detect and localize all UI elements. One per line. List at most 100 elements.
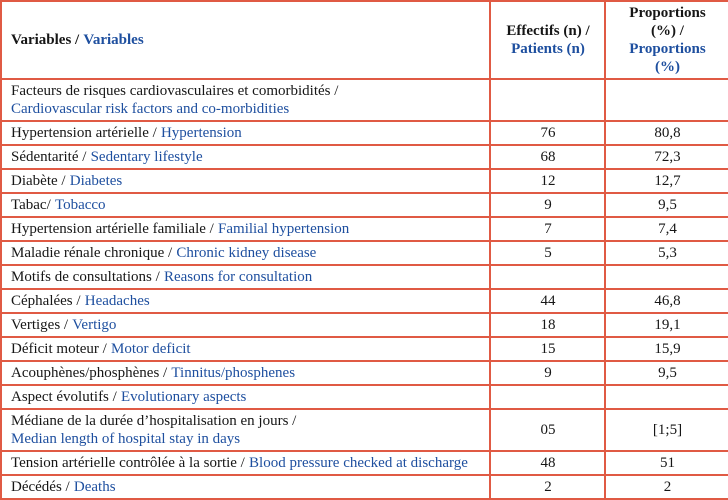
table-row-deaths: Décédés / Deaths 2 2 [0, 474, 728, 500]
label-fr: Motifs de consultations / [11, 269, 160, 285]
label-fr: Déficit moteur / [11, 341, 107, 357]
variable-cell: Motifs de consultations / Reasons for con… [0, 264, 491, 290]
section-row-risk-factors: Facteurs de risques cardiovasculaires et… [0, 78, 728, 122]
variable-cell: Facteurs de risques cardiovasculaires et… [0, 78, 491, 122]
effectifs-cell: 5 [489, 240, 606, 266]
label-fr: Hypertension artérielle familiale / [11, 221, 214, 237]
table-row-motor-deficit: Déficit moteur / Motor deficit 15 15,9 [0, 336, 728, 362]
table-row-familial-hypertension: Hypertension artérielle familiale / Famil… [0, 216, 728, 242]
label-fr: Médiane de la durée d’hospitalisation en… [11, 413, 297, 429]
table-row-tobacco: Tabac/Tobacco 9 9,5 [0, 192, 728, 218]
label-en: Sedentary lifestyle [90, 149, 203, 165]
label-en: Deaths [73, 479, 116, 495]
effectifs-cell [489, 384, 606, 410]
proportions-cell: 19,1 [604, 312, 728, 338]
variable-cell: Tension artérielle contrôlée à la sortie… [0, 450, 491, 476]
label-fr: Céphalées / [11, 293, 81, 309]
proportions-cell: 2 [604, 474, 728, 500]
header-variables-fr: Variables / [11, 32, 80, 48]
variable-cell: Médiane de la durée d’hospitalisation en… [0, 408, 491, 452]
label-en: Tinnitus/phosphenes [171, 365, 296, 381]
variable-cell: Décédés / Deaths [0, 474, 491, 500]
variable-cell: Hypertension artérielle / Hypertension [0, 120, 491, 146]
proportions-cell [604, 384, 728, 410]
effectifs-cell: 2 [489, 474, 606, 500]
variable-cell: Céphalées / Headaches [0, 288, 491, 314]
proportions-cell: 51 [604, 450, 728, 476]
variable-cell: Maladie rénale chronique / Chronic kidney… [0, 240, 491, 266]
label-en: Motor deficit [111, 341, 191, 357]
effectifs-cell [489, 78, 606, 122]
table-row-chronic-kidney-disease: Maladie rénale chronique / Chronic kidney… [0, 240, 728, 266]
label-fr: Aspect évolutifs / [11, 389, 117, 405]
proportions-cell [604, 264, 728, 290]
header-proportions-en: Proportions (%) [629, 41, 706, 75]
label-en: Vertigo [72, 317, 117, 333]
label-fr: Tension artérielle contrôlée à la sortie… [11, 455, 245, 471]
table-row-vertigo: Vertiges / Vertigo 18 19,1 [0, 312, 728, 338]
effectifs-cell: 76 [489, 120, 606, 146]
proportions-cell [604, 78, 728, 122]
label-en: Median length of hospital stay in days [11, 431, 241, 447]
header-proportions: Proportions (%) / Proportions (%) [604, 0, 728, 80]
table-row-sedentary: Sédentarité / Sedentary lifestyle 68 72,3 [0, 144, 728, 170]
label-fr: Décédés / [11, 479, 70, 495]
proportions-cell: 80,8 [604, 120, 728, 146]
label-en: Cardiovascular risk factors and co-morbi… [11, 101, 290, 117]
proportions-cell: 12,7 [604, 168, 728, 194]
variable-cell: Acouphènes/phosphènes / Tinnitus/phosphen… [0, 360, 491, 386]
label-en: Diabetes [69, 173, 123, 189]
proportions-cell: 72,3 [604, 144, 728, 170]
effectifs-cell: 44 [489, 288, 606, 314]
proportions-cell: 5,3 [604, 240, 728, 266]
section-row-consultation-reasons: Motifs de consultations / Reasons for con… [0, 264, 728, 290]
proportions-cell: 7,4 [604, 216, 728, 242]
table-header-row: Variables / Variables Effectifs (n) / Pati… [0, 0, 728, 80]
label-en: Headaches [84, 293, 150, 309]
table-row-diabetes: Diabète / Diabetes 12 12,7 [0, 168, 728, 194]
proportions-cell: 9,5 [604, 192, 728, 218]
variable-cell: Aspect évolutifs / Evolutionary aspects [0, 384, 491, 410]
table-row-median-hospital-stay: Médiane de la durée d’hospitalisation en… [0, 408, 728, 452]
proportions-cell: 9,5 [604, 360, 728, 386]
header-proportions-fr: Proportions (%) / [629, 5, 706, 39]
header-effectifs: Effectifs (n) / Patients (n) [489, 0, 606, 80]
label-fr: Vertiges / [11, 317, 69, 333]
effectifs-cell: 05 [489, 408, 606, 452]
effectifs-cell: 18 [489, 312, 606, 338]
effectifs-cell: 15 [489, 336, 606, 362]
proportions-cell: 46,8 [604, 288, 728, 314]
effectifs-cell: 68 [489, 144, 606, 170]
table-row-tinnitus-phosphenes: Acouphènes/phosphènes / Tinnitus/phosphen… [0, 360, 728, 386]
label-en: Reasons for consultation [163, 269, 313, 285]
label-fr: Facteurs de risques cardiovasculaires et… [11, 83, 339, 99]
label-en: Hypertension [160, 125, 242, 141]
table-row-headaches: Céphalées / Headaches 44 46,8 [0, 288, 728, 314]
effectifs-cell: 9 [489, 192, 606, 218]
header-effectifs-fr: Effectifs (n) / [506, 23, 590, 39]
variable-cell: Déficit moteur / Motor deficit [0, 336, 491, 362]
label-fr: Acouphènes/phosphènes / [11, 365, 168, 381]
effectifs-cell: 7 [489, 216, 606, 242]
label-fr: Maladie rénale chronique / [11, 245, 173, 261]
proportions-cell: 15,9 [604, 336, 728, 362]
header-variables: Variables / Variables [0, 0, 491, 80]
label-en: Tobacco [54, 197, 106, 213]
header-effectifs-en: Patients (n) [511, 41, 585, 57]
variable-cell: Diabète / Diabetes [0, 168, 491, 194]
label-fr: Diabète / [11, 173, 66, 189]
label-en: Chronic kidney disease [176, 245, 317, 261]
label-en: Familial hypertension [218, 221, 350, 237]
effectifs-cell: 48 [489, 450, 606, 476]
effectifs-cell [489, 264, 606, 290]
label-en: Evolutionary aspects [121, 389, 247, 405]
effectifs-cell: 9 [489, 360, 606, 386]
variable-cell: Vertiges / Vertigo [0, 312, 491, 338]
label-fr: Sédentarité / [11, 149, 87, 165]
table-row-bp-checked-discharge: Tension artérielle contrôlée à la sortie… [0, 450, 728, 476]
proportions-cell: [1;5] [604, 408, 728, 452]
label-fr: Tabac/ [11, 197, 51, 213]
label-en: Blood pressure checked at discharge [249, 455, 468, 471]
section-row-evolutionary-aspects: Aspect évolutifs / Evolutionary aspects [0, 384, 728, 410]
